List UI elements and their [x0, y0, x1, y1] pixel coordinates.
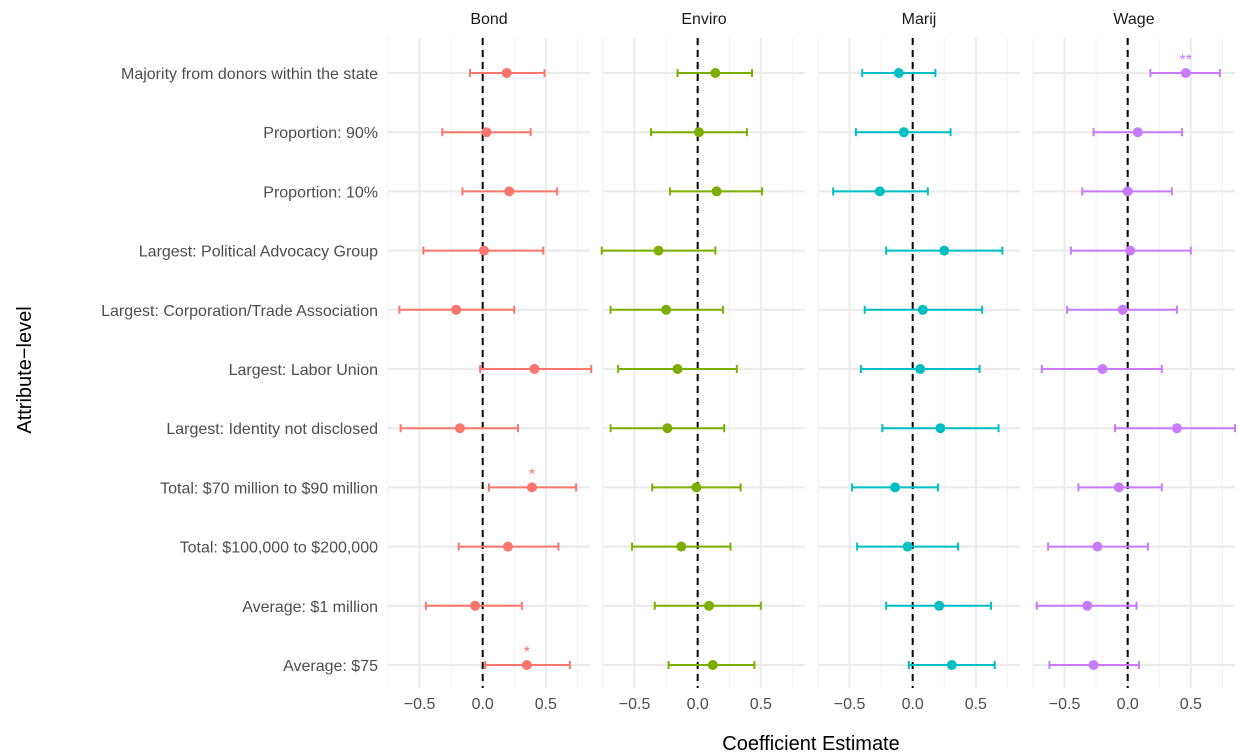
x-tick-label: 0.5: [750, 696, 772, 713]
point-estimate: [1171, 423, 1182, 434]
point-estimate: [1122, 186, 1133, 197]
y-tick-label: Total: $100,000 to $200,000: [180, 540, 378, 557]
point-estimate: [915, 364, 926, 374]
point-estimate: [1113, 482, 1124, 493]
point-estimate: [521, 660, 532, 670]
point-estimate: [902, 541, 913, 552]
point-estimate: [917, 304, 928, 315]
x-tick-label: −0.5: [619, 696, 651, 713]
point-estimate: [454, 423, 465, 434]
point-estimate: [1097, 364, 1108, 374]
point-estimate: [1180, 68, 1191, 78]
x-tick-label: −0.5: [404, 696, 436, 713]
y-tick-label: Largest: Identity not disclosed: [166, 421, 378, 438]
point-estimate: [1082, 600, 1093, 611]
x-tick-label: 0.0: [1117, 696, 1139, 713]
x-tick-label: 0.0: [902, 696, 924, 713]
point-estimate: [946, 660, 957, 670]
y-tick-label: Largest: Political Advocacy Group: [139, 244, 378, 261]
x-tick-label: −0.5: [834, 696, 866, 713]
x-tick-label: 0.5: [1180, 696, 1202, 713]
panel-title: Enviro: [681, 11, 726, 28]
x-tick-label: 0.5: [535, 696, 557, 713]
point-estimate: [451, 304, 462, 315]
point-estimate: [504, 186, 515, 197]
panel-title: Wage: [1113, 11, 1154, 28]
y-tick-label: Largest: Labor Union: [229, 362, 378, 379]
point-estimate: [711, 186, 722, 197]
panel-bond: Bond * * −0.5 0.0 0.5: [387, 11, 593, 713]
x-tick-label: 0.0: [472, 696, 494, 713]
x-axis-title: Coefficient Estimate: [722, 733, 900, 755]
point-estimate: [1132, 127, 1143, 138]
y-tick-label: Majority from donors within the state: [121, 66, 378, 83]
significance-marker: *: [524, 644, 530, 661]
point-estimate: [1088, 660, 1099, 670]
y-tick-label: Proportion: 90%: [263, 125, 378, 142]
point-estimate: [501, 68, 512, 78]
point-estimate: [1125, 245, 1136, 256]
x-tick-label: −0.5: [1049, 696, 1081, 713]
point-estimate: [529, 364, 540, 374]
point-estimate: [470, 600, 481, 611]
point-estimate: [710, 68, 721, 78]
significance-marker: *: [529, 466, 535, 483]
point-estimate: [676, 541, 687, 552]
point-estimate: [898, 127, 909, 138]
y-tick-label: Proportion: 10%: [263, 184, 378, 201]
panel-enviro: Enviro −0.5 0.0 0.5: [600, 11, 805, 713]
point-estimate: [1092, 541, 1103, 552]
point-estimate: [939, 245, 950, 256]
point-estimate: [893, 68, 904, 78]
point-estimate: [526, 482, 537, 493]
point-estimate: [672, 364, 683, 374]
point-estimate: [934, 600, 945, 611]
point-estimate: [1117, 304, 1128, 315]
point-estimate: [890, 482, 901, 493]
point-estimate: [502, 541, 513, 552]
point-estimate: [693, 127, 704, 138]
point-estimate: [707, 660, 718, 670]
point-estimate: [691, 482, 702, 493]
y-axis-title: Attribute−level: [14, 306, 36, 433]
point-estimate: [661, 304, 672, 315]
x-tick-label: 0.0: [687, 696, 709, 713]
point-estimate: [653, 245, 664, 256]
panel-title: Marij: [902, 11, 937, 28]
point-estimate: [478, 245, 489, 256]
point-estimate: [874, 186, 885, 197]
panel-title: Bond: [470, 11, 507, 28]
y-tick-labels: Majority from donors within the state Pro…: [101, 66, 378, 675]
y-tick-label: Largest: Corporation/Trade Association: [101, 303, 378, 320]
point-estimate: [935, 423, 946, 434]
y-tick-label: Average: $1 million: [242, 599, 378, 616]
point-estimate: [481, 127, 492, 138]
x-tick-label: 0.5: [965, 696, 987, 713]
panel-marij: Marij −0.5 0.0 0.5: [817, 11, 1020, 713]
point-estimate: [704, 600, 715, 611]
point-estimate: [662, 423, 673, 434]
y-tick-label: Average: $75: [283, 658, 378, 675]
panel-wage: Wage ** −0.5 0.0 0.5: [1032, 11, 1236, 713]
y-tick-label: Total: $70 million to $90 million: [160, 480, 378, 497]
significance-marker: **: [1180, 52, 1192, 69]
